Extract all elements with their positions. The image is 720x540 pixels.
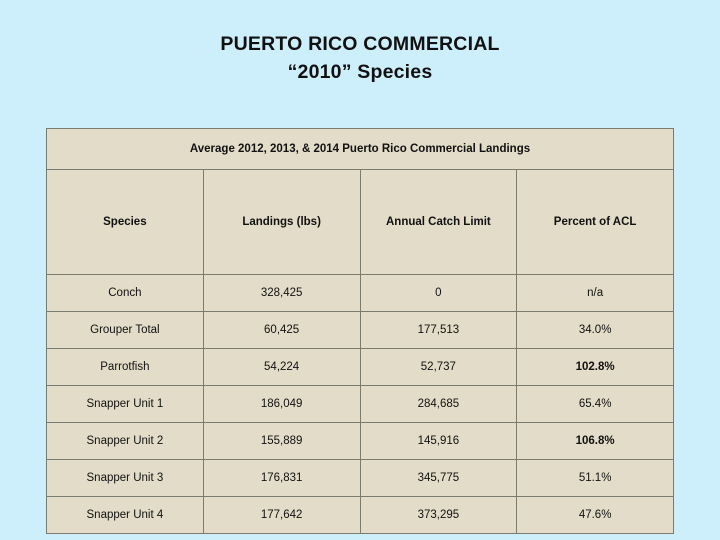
cell-acl: 345,775 xyxy=(359,459,518,497)
cell-species: Parrotfish xyxy=(46,348,204,386)
table-row: Snapper Unit 1 186,049 284,685 65.4% xyxy=(46,385,674,423)
cell-percent: 106.8% xyxy=(516,422,674,460)
cell-acl: 52,737 xyxy=(359,348,518,386)
cell-landings: 328,425 xyxy=(202,274,361,312)
cell-species: Snapper Unit 2 xyxy=(46,422,204,460)
cell-percent: 34.0% xyxy=(516,311,674,349)
cell-species: Grouper Total xyxy=(46,311,204,349)
title-line-1: PUERTO RICO COMMERCIAL xyxy=(220,33,500,55)
table-row: Parrotfish 54,224 52,737 102.8% xyxy=(46,348,674,386)
cell-percent: 65.4% xyxy=(516,385,674,423)
landings-table: Average 2012, 2013, & 2014 Puerto Rico C… xyxy=(46,128,674,534)
cell-acl: 145,916 xyxy=(359,422,518,460)
cell-species: Snapper Unit 4 xyxy=(46,496,204,534)
table-caption-row: Average 2012, 2013, & 2014 Puerto Rico C… xyxy=(46,128,674,170)
cell-landings: 155,889 xyxy=(202,422,361,460)
title-line-2: “2010” Species xyxy=(287,61,433,83)
cell-landings: 177,642 xyxy=(202,496,361,534)
cell-species: Conch xyxy=(46,274,204,312)
cell-percent: 51.1% xyxy=(516,459,674,497)
cell-acl: 177,513 xyxy=(359,311,518,349)
table-caption: Average 2012, 2013, & 2014 Puerto Rico C… xyxy=(46,128,674,170)
table-row: Conch 328,425 0 n/a xyxy=(46,274,674,312)
cell-percent: n/a xyxy=(516,274,674,312)
cell-acl: 284,685 xyxy=(359,385,518,423)
cell-landings: 186,049 xyxy=(202,385,361,423)
table-row: Snapper Unit 4 177,642 373,295 47.6% xyxy=(46,496,674,534)
cell-acl: 373,295 xyxy=(359,496,518,534)
cell-landings: 60,425 xyxy=(202,311,361,349)
column-header-annual-catch-limit: Annual Catch Limit xyxy=(359,169,518,275)
landings-table-container: Average 2012, 2013, & 2014 Puerto Rico C… xyxy=(46,128,674,534)
cell-species: Snapper Unit 1 xyxy=(46,385,204,423)
column-header-species: Species xyxy=(46,169,204,275)
cell-acl: 0 xyxy=(359,274,518,312)
table-header-row: Species Landings (lbs) Annual Catch Limi… xyxy=(46,169,674,275)
page-title: PUERTO RICO COMMERCIAL “2010” Species xyxy=(0,30,720,86)
cell-percent: 102.8% xyxy=(516,348,674,386)
cell-landings: 54,224 xyxy=(202,348,361,386)
table-row: Grouper Total 60,425 177,513 34.0% xyxy=(46,311,674,349)
cell-percent: 47.6% xyxy=(516,496,674,534)
table-row: Snapper Unit 2 155,889 145,916 106.8% xyxy=(46,422,674,460)
cell-species: Snapper Unit 3 xyxy=(46,459,204,497)
column-header-percent-of-acl: Percent of ACL xyxy=(516,169,674,275)
cell-landings: 176,831 xyxy=(202,459,361,497)
column-header-landings: Landings (lbs) xyxy=(202,169,361,275)
table-row: Snapper Unit 3 176,831 345,775 51.1% xyxy=(46,459,674,497)
